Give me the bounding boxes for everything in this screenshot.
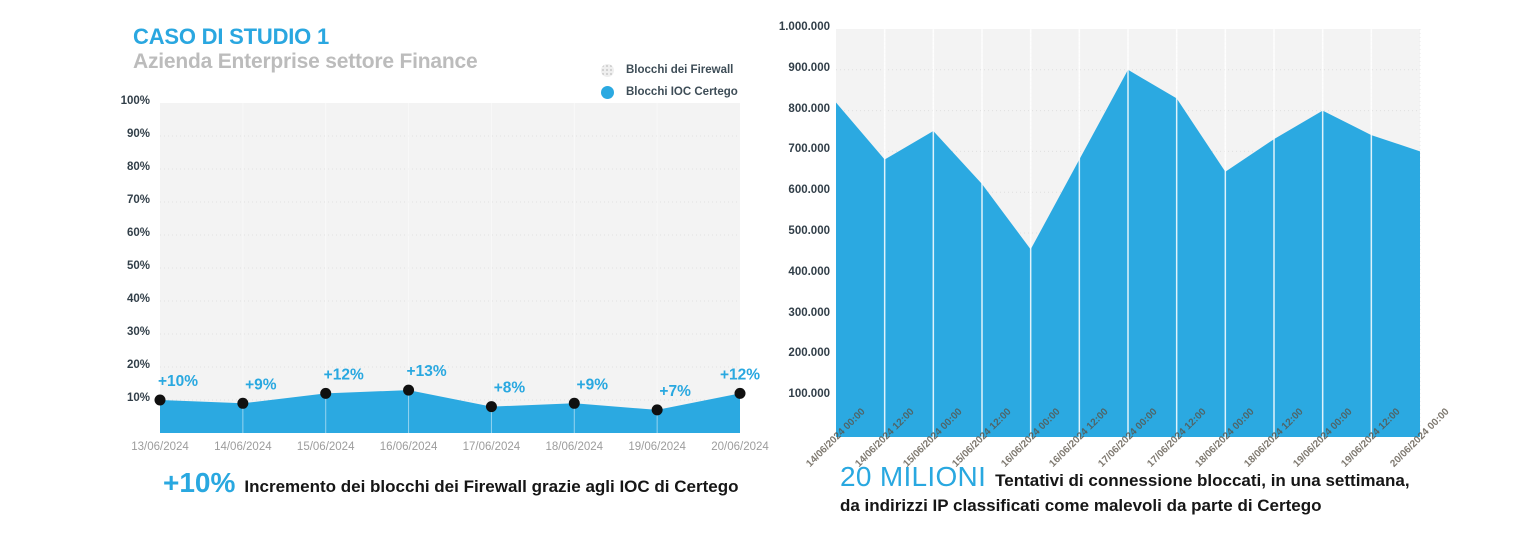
y-tick-label: 1.000.000 xyxy=(778,21,830,33)
data-point-dot xyxy=(403,384,415,396)
y-tick-label: 80% xyxy=(126,161,150,173)
x-tick-label: 16/06/2024 xyxy=(379,441,438,453)
legend-label-firewall: Blocchi dei Firewall xyxy=(626,64,734,76)
y-tick-label: 300.000 xyxy=(788,306,830,319)
y-tick-label: 100% xyxy=(120,95,150,107)
left-chart-legend: Blocchi dei Firewall Blocchi IOC Certego xyxy=(601,59,738,103)
data-point-label: +10% xyxy=(158,373,198,390)
data-point-label: +12% xyxy=(324,366,364,383)
data-point-dot xyxy=(237,397,249,409)
left-caption-highlight: +10% xyxy=(163,467,236,498)
y-tick-label: 50% xyxy=(126,260,150,272)
data-point-label: +9% xyxy=(577,376,609,393)
data-point-dot xyxy=(485,401,497,413)
y-tick-label: 10% xyxy=(126,392,150,404)
left-chart-svg: +10% +9% +12% +13% +8% +9% +7% +12% xyxy=(154,103,760,433)
y-tick-label: 20% xyxy=(126,359,150,371)
x-tick-label: 18/06/2024 xyxy=(545,441,604,453)
data-point-dot xyxy=(651,404,663,416)
ioc-series-icon xyxy=(601,85,614,99)
right-caption-line2: da indirizzi IP classificati come malevo… xyxy=(840,496,1322,515)
x-tick-label: 14/06/2024 xyxy=(214,441,272,453)
data-point-label: +12% xyxy=(720,366,760,383)
y-tick-label: 700.000 xyxy=(788,143,830,156)
y-tick-label: 60% xyxy=(126,227,150,239)
y-tick-label: 400.000 xyxy=(788,265,830,278)
y-tick-label: 30% xyxy=(126,326,150,338)
left-chart-title: CASO DI STUDIO 1 xyxy=(133,24,330,49)
right-chart-caption: 20 MILIONI Tentativi di connessione blocc… xyxy=(840,461,1520,516)
y-tick-label: 800.000 xyxy=(788,102,830,115)
left-chart-subtitle: Azienda Enterprise settore Finance xyxy=(133,50,478,73)
data-point-dot xyxy=(320,387,332,399)
data-point-label: +7% xyxy=(659,383,691,400)
right-chart-plot-area xyxy=(836,29,1421,438)
left-caption-text: Incremento dei blocchi dei Firewall graz… xyxy=(244,477,739,496)
x-tick-label: 19/06/2024 xyxy=(628,441,686,453)
data-point-dot xyxy=(154,394,166,406)
left-chart-caption: +10% Incremento dei blocchi dei Firewall … xyxy=(163,467,738,499)
x-tick-label: 20/06/2024 xyxy=(711,441,769,453)
y-tick-label: 100.000 xyxy=(788,388,830,401)
y-tick-label: 40% xyxy=(126,293,150,305)
x-tick-label: 17/06/2024 xyxy=(462,441,521,453)
right-caption-line1: 20 MILIONI Tentativi di connessione blocc… xyxy=(840,461,1520,493)
right-chart-svg xyxy=(836,29,1421,438)
x-tick-label: 15/06/2024 xyxy=(296,441,355,453)
right-caption-text1: Tentativi di connessione bloccati, in un… xyxy=(995,471,1410,490)
y-tick-label: 70% xyxy=(126,194,150,206)
left-chart-plot-area: +10% +9% +12% +13% +8% +9% +7% +12% xyxy=(154,103,760,433)
legend-item-firewall: Blocchi dei Firewall xyxy=(601,59,738,81)
firewall-series-icon xyxy=(601,63,614,77)
x-tick-label: 13/06/2024 xyxy=(131,441,189,453)
y-tick-label: 200.000 xyxy=(788,347,830,360)
data-point-label: +9% xyxy=(245,376,277,393)
data-point-dot xyxy=(734,387,746,399)
data-point-dot xyxy=(568,397,580,409)
y-tick-label: 500.000 xyxy=(788,225,830,237)
ioc-area-series xyxy=(160,390,740,433)
right-caption-highlight: 20 MILIONI xyxy=(840,461,987,492)
y-tick-label: 600.000 xyxy=(788,184,830,197)
data-point-label: +13% xyxy=(407,363,447,380)
data-point-label: +8% xyxy=(494,380,526,397)
y-tick-label: 900.000 xyxy=(788,61,830,74)
legend-label-ioc: Blocchi IOC Certego xyxy=(626,86,738,98)
y-tick-label: 90% xyxy=(126,128,150,140)
legend-item-ioc: Blocchi IOC Certego xyxy=(601,81,738,103)
